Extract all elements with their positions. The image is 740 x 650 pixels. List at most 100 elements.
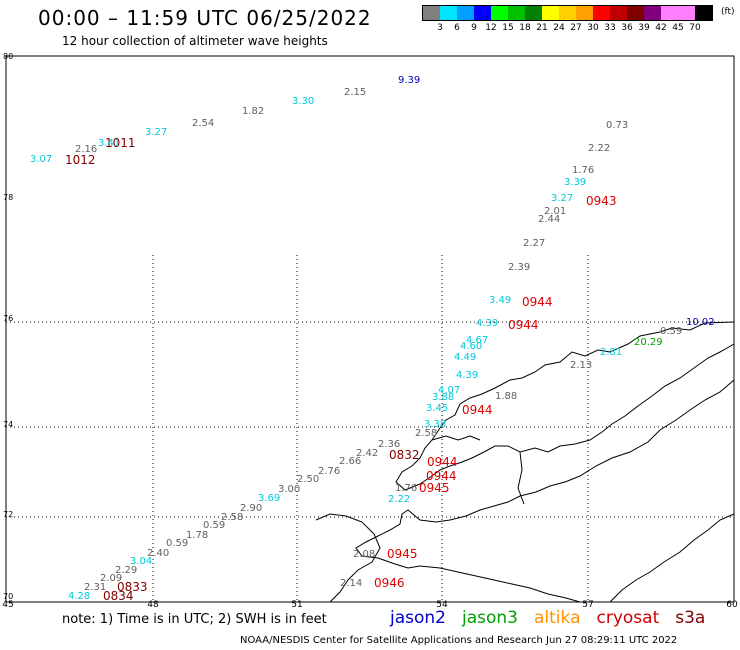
map-title: 00:00 – 11:59 UTC 06/25/2022	[38, 6, 372, 30]
wave-height-label: 3.88	[432, 392, 455, 403]
wave-height-label: 0945	[387, 547, 418, 561]
wave-height-label: 2.76	[318, 466, 341, 477]
wave-height-label: 0944	[427, 455, 458, 469]
wave-height-label: 2.16	[75, 144, 98, 155]
wave-height-label: 2.39	[508, 262, 531, 273]
wave-height-label: 0.59	[660, 326, 683, 337]
wave-height-label: 2.15	[344, 87, 367, 98]
wave-height-label: 3.41	[98, 138, 121, 149]
legend-value: 30	[587, 23, 599, 33]
y-axis-label: 78	[3, 193, 14, 202]
wave-height-label: 1.88	[495, 391, 518, 402]
wave-height-label: 3.69	[258, 493, 281, 504]
wave-height-label: 4.49	[454, 352, 477, 363]
satellite-jason3: jason3	[462, 608, 518, 628]
satellite-s3a: s3a	[675, 608, 706, 628]
wave-height-label: 2.81	[600, 347, 623, 358]
legend-swatch	[661, 6, 678, 20]
wave-height-label: 3.04	[130, 556, 153, 567]
wave-height-label: 3.45	[426, 403, 449, 414]
wave-height-label: 3.27	[145, 127, 168, 138]
wave-height-label: 2.58	[221, 512, 244, 523]
wave-height-label: 2.13	[570, 360, 593, 371]
legend-value: 24	[553, 23, 565, 33]
wave-height-label: 0832	[389, 448, 420, 462]
legend-swatch	[542, 6, 559, 20]
wave-height-label: 0.59	[203, 520, 226, 531]
x-axis-label: 60	[726, 600, 738, 610]
legend-value: 39	[638, 23, 650, 33]
legend-swatch	[695, 6, 712, 20]
legend-swatch	[440, 6, 457, 20]
wave-height-label: 2.14	[340, 578, 363, 589]
wave-height-label: 2.31	[84, 582, 107, 593]
legend-value: 9	[471, 23, 477, 33]
wave-height-label: 1012	[65, 153, 96, 167]
satellite-altika: altika	[534, 608, 581, 628]
wave-height-label: 10.02	[686, 317, 715, 328]
wave-height-label: 20.29	[634, 337, 663, 348]
legend-value: 36	[621, 23, 633, 33]
legend-swatch	[474, 6, 491, 20]
wave-height-label: 0944	[426, 469, 457, 483]
legend-swatch	[576, 6, 593, 20]
wave-height-label: 0945	[419, 481, 450, 495]
legend-swatch	[457, 6, 474, 20]
satellite-legend: jason2 jason3 altika cryosat s3a	[390, 608, 721, 628]
legend-swatch	[423, 6, 440, 20]
satellite-jason2: jason2	[390, 608, 446, 628]
legend-swatch	[678, 6, 695, 20]
color-legend: 3 6 9 12 15 18 21 24 27 30 33 36 39 42 45 70 (ft)	[422, 5, 735, 33]
legend-value: 15	[502, 23, 514, 33]
wave-height-label: 0834	[103, 589, 134, 603]
wave-height-label: 1.78	[186, 530, 209, 541]
wave-height-label: 4.39	[456, 370, 479, 381]
x-axis-label: 48	[147, 600, 159, 610]
wave-height-label: 2.08	[353, 549, 376, 560]
coastline	[315, 321, 735, 603]
wave-height-label: 2.36	[378, 439, 401, 450]
wave-height-label: 4.60	[460, 341, 483, 352]
legend-value: 6	[454, 23, 460, 33]
wave-height-label: 2.90	[240, 503, 263, 514]
legend-value: 21	[536, 23, 548, 33]
y-axis-label: 70	[3, 592, 14, 601]
legend-swatch	[525, 6, 542, 20]
wave-height-label: 3.39	[564, 177, 587, 188]
wave-height-label: 1011	[105, 136, 136, 150]
wave-height-label: 0946	[374, 576, 405, 590]
x-axis-label: 45	[2, 600, 14, 610]
wave-height-label: 3.49	[489, 295, 512, 306]
legend-swatch	[610, 6, 627, 20]
wave-height-label: 4.67	[466, 335, 489, 346]
wave-height-label: 3.38	[424, 419, 447, 430]
legend-value: 42	[655, 23, 667, 33]
y-axis-label: 80	[3, 52, 14, 61]
legend-value: 33	[604, 23, 616, 33]
footnote: note: 1) Time is in UTC; 2) SWH is in fe…	[62, 612, 327, 627]
legend-value: 12	[485, 23, 497, 33]
wave-height-label: 3.07	[30, 154, 53, 165]
legend-value: 3	[437, 23, 443, 33]
wave-height-label: 9.39	[398, 75, 421, 86]
legend-swatch	[508, 6, 525, 20]
legend-labels: 3 6 9 12 15 18 21 24 27 30 33 36 39 42 45 70	[422, 21, 713, 33]
wave-height-label: 3.27	[551, 193, 574, 204]
map-frame	[5, 55, 735, 603]
wave-height-label: 0.59	[166, 538, 189, 549]
wave-height-label: 0.73	[606, 120, 629, 131]
x-axis-label: 57	[582, 600, 594, 610]
legend-swatches	[422, 5, 713, 21]
wave-height-label: 0833	[117, 580, 148, 594]
legend-value: 45	[672, 23, 684, 33]
wave-height-label: 2.22	[588, 143, 611, 154]
wave-height-label: 2.27	[523, 238, 546, 249]
graticule	[6, 255, 734, 602]
legend-unit: (ft)	[721, 7, 735, 17]
y-axis-label: 74	[3, 420, 14, 429]
wave-height-label: 2.09	[100, 573, 123, 584]
x-axis-label: 54	[436, 600, 448, 610]
legend-value: 70	[689, 23, 701, 33]
wave-height-label: 2.50	[297, 474, 320, 485]
